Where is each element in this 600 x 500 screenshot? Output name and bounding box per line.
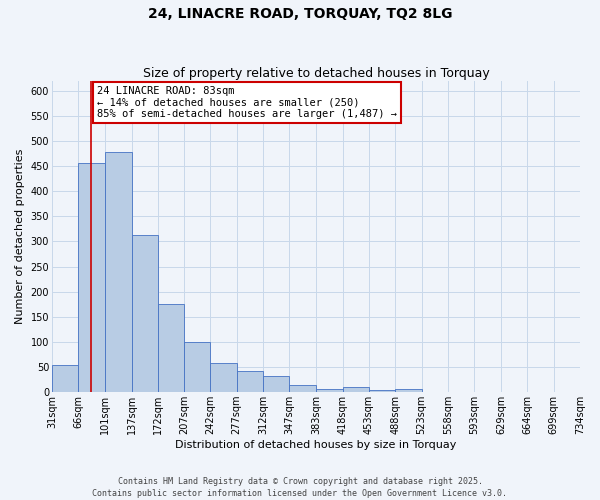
Bar bbox=[131, 236, 158, 392]
Text: 24 LINACRE ROAD: 83sqm
← 14% of detached houses are smaller (250)
85% of semi-de: 24 LINACRE ROAD: 83sqm ← 14% of detached… bbox=[97, 86, 397, 119]
Bar bbox=[289, 384, 316, 392]
Bar bbox=[343, 387, 369, 392]
Bar bbox=[211, 362, 237, 392]
Bar bbox=[237, 371, 263, 392]
Text: 24, LINACRE ROAD, TORQUAY, TQ2 8LG: 24, LINACRE ROAD, TORQUAY, TQ2 8LG bbox=[148, 8, 452, 22]
Bar bbox=[316, 389, 343, 392]
X-axis label: Distribution of detached houses by size in Torquay: Distribution of detached houses by size … bbox=[175, 440, 457, 450]
Text: Contains HM Land Registry data © Crown copyright and database right 2025.
Contai: Contains HM Land Registry data © Crown c… bbox=[92, 476, 508, 498]
Bar bbox=[184, 342, 211, 392]
Bar bbox=[395, 388, 422, 392]
Bar bbox=[263, 376, 289, 392]
Bar bbox=[369, 390, 395, 392]
Y-axis label: Number of detached properties: Number of detached properties bbox=[15, 148, 25, 324]
Bar bbox=[104, 152, 131, 392]
Bar bbox=[52, 364, 78, 392]
Bar bbox=[78, 162, 104, 392]
Bar bbox=[158, 304, 184, 392]
Title: Size of property relative to detached houses in Torquay: Size of property relative to detached ho… bbox=[143, 66, 490, 80]
